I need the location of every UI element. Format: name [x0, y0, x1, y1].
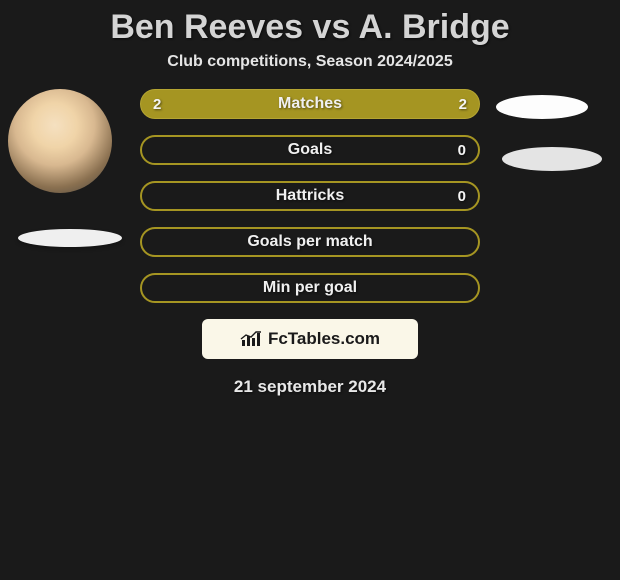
stat-label: Hattricks [142, 183, 478, 209]
stat-label: Goals per match [142, 229, 478, 255]
comparison-title: Ben Reeves vs A. Bridge [0, 0, 620, 53]
stat-label: Matches [141, 90, 479, 118]
player-right-shape-1 [496, 95, 588, 119]
stat-right-value: 2 [459, 90, 467, 118]
stat-right-value: 0 [458, 137, 466, 163]
comparison-date: 21 september 2024 [0, 377, 620, 397]
stat-row-goals: Goals 0 [140, 135, 480, 165]
stat-label: Goals [142, 137, 478, 163]
stat-right-value: 0 [458, 183, 466, 209]
stat-rows: 2 Matches 2 Goals 0 Hattricks 0 Goals pe… [140, 89, 480, 303]
player-left-avatar [8, 89, 112, 193]
stat-row-matches: 2 Matches 2 [140, 89, 480, 119]
stat-row-goals-per-match: Goals per match [140, 227, 480, 257]
player-left-shadow [18, 229, 122, 247]
comparison-subtitle: Club competitions, Season 2024/2025 [0, 53, 620, 89]
branding-text: FcTables.com [268, 329, 380, 349]
player-right-shape-2 [502, 147, 602, 171]
bar-chart-icon [240, 330, 262, 348]
stat-row-min-per-goal: Min per goal [140, 273, 480, 303]
stat-row-hattricks: Hattricks 0 [140, 181, 480, 211]
stats-container: 2 Matches 2 Goals 0 Hattricks 0 Goals pe… [0, 89, 620, 303]
stat-label: Min per goal [142, 275, 478, 301]
branding-badge: FcTables.com [202, 319, 418, 359]
